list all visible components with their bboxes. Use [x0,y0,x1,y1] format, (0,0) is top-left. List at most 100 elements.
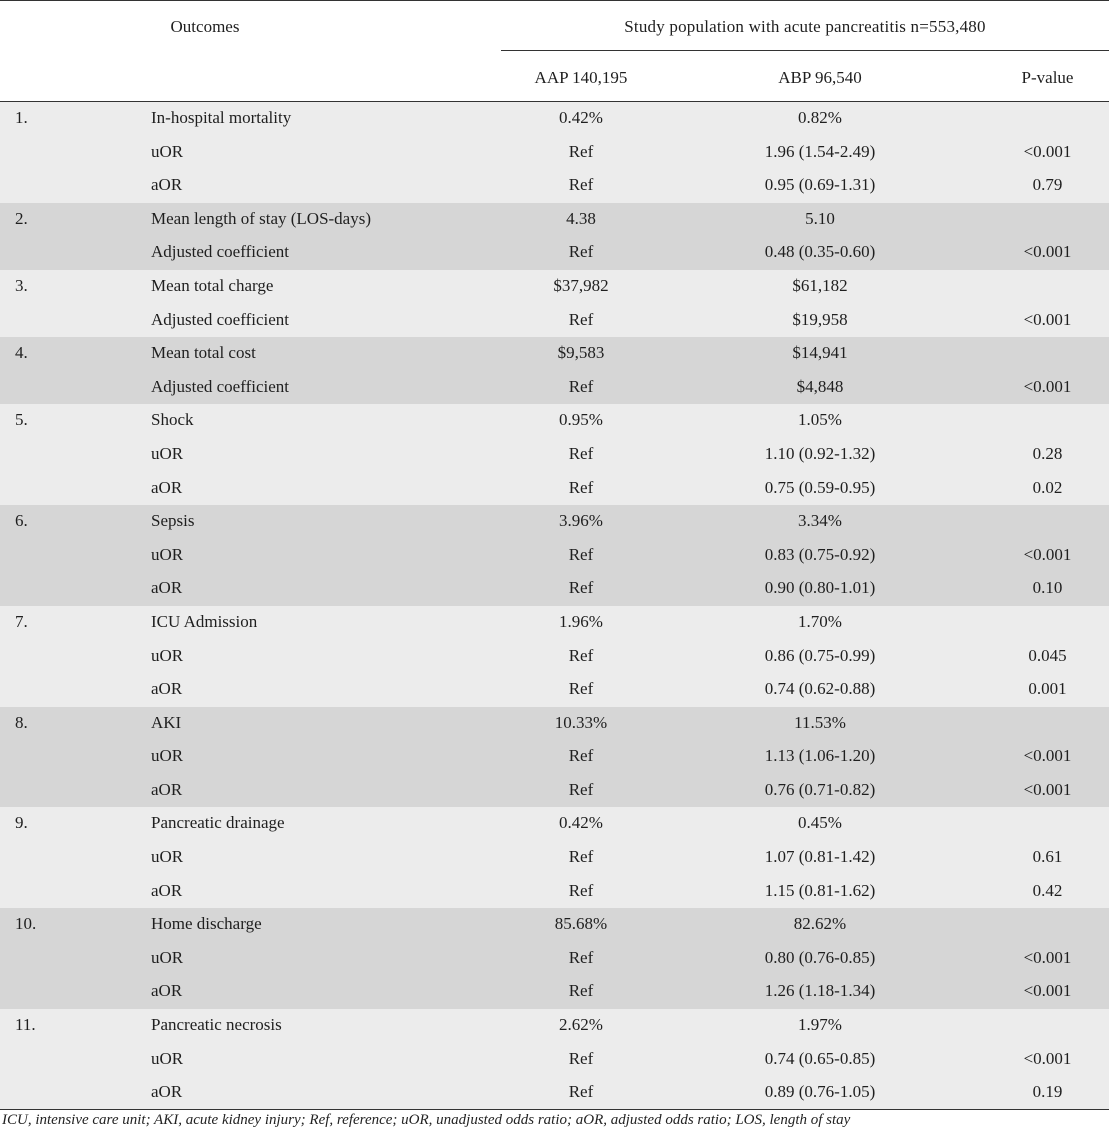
table-footnote: ICU, intensive care unit; AKI, acute kid… [2,1112,851,1128]
p-value: <0.001 [1023,947,1072,967]
p-value: 0.19 [1032,1082,1063,1102]
table-body: 1. In-hospital mortality 0.42% 0.82% uOR Ref 1… [0,102,1109,1110]
aap-value: Ref [568,981,594,1001]
outcome-label: Pancreatic necrosis [151,1015,282,1035]
row-number: 6. [15,511,28,531]
abp-value: 1.26 (1.18-1.34) [764,981,876,1001]
abp-value: 0.76 (0.71-0.82) [764,779,876,799]
abp-value: 0.82% [798,108,842,127]
abp-value: 0.80 (0.76-0.85) [764,947,876,967]
outcome-label: aOR [151,1082,183,1102]
table-row: 3. Mean total charge $37,982 $61,182 [0,270,1109,304]
aap-value: 4.38 [566,208,596,228]
aap-value: Ref [568,141,594,161]
abp-value: 1.05% [798,410,842,430]
row-number: 4. [15,343,28,363]
header-span-rule [501,50,1109,51]
aap-column-header: AAP 140,195 [534,68,628,87]
aap-value: 1.96% [559,611,603,631]
outcome-label: Mean total charge [151,275,274,295]
abp-value: 5.10 [805,208,835,228]
aap-value: Ref [568,1082,594,1102]
abp-value: 1.07 (0.81-1.42) [764,847,876,867]
row-number: 3. [15,275,28,295]
aap-value: Ref [568,947,594,967]
p-value: 0.045 [1028,645,1067,665]
outcome-group: 10. Home discharge 85.68% 82.62% uOR Ref 0.80 … [0,908,1109,1010]
table-row: uOR Ref 1.07 (0.81-1.42) 0.61 [0,841,1109,875]
outcome-label: aOR [151,880,183,900]
outcome-label: uOR [151,544,184,564]
p-value: <0.001 [1023,309,1072,329]
table-row: uOR Ref 1.10 (0.92-1.32) 0.28 [0,438,1109,472]
outcome-label: uOR [151,746,184,766]
outcome-label: uOR [151,947,184,967]
outcome-label: uOR [151,443,184,463]
table-header: Outcomes Study population with acute pan… [0,0,1109,102]
abp-value: 0.86 (0.75-0.99) [764,645,876,665]
outcome-group: 9. Pancreatic drainage 0.42% 0.45% uOR Ref 1.0… [0,807,1109,909]
p-value: <0.001 [1023,981,1072,1001]
abp-value: 0.83 (0.75-0.92) [764,544,876,564]
abp-value: 1.15 (0.81-1.62) [764,880,876,900]
outcome-label: Home discharge [151,914,262,934]
row-number: 7. [15,611,28,631]
abp-value: 0.89 (0.76-1.05) [764,1082,876,1102]
table-row: uOR Ref 1.96 (1.54-2.49) <0.001 [0,136,1109,170]
outcome-label: Mean length of stay (LOS-days) [151,208,372,228]
outcome-label: In-hospital mortality [151,108,292,127]
outcome-label: aOR [151,981,183,1001]
p-value: 0.02 [1032,477,1063,497]
aap-value: 0.42% [559,813,603,833]
aap-value: Ref [568,746,594,766]
outcome-label: aOR [151,477,183,497]
aap-value: Ref [568,779,594,799]
aap-value: 10.33% [554,712,608,732]
table-row: aOR Ref 0.76 (0.71-0.82) <0.001 [0,774,1109,808]
aap-value: Ref [568,847,594,867]
aap-value: Ref [568,477,594,497]
p-value: 0.79 [1032,175,1063,195]
abp-value: 1.13 (1.06-1.20) [764,746,876,766]
abp-value: 11.53% [794,712,846,732]
p-value: 0.42 [1032,880,1063,900]
outcome-label: uOR [151,847,184,867]
table-row: uOR Ref 0.83 (0.75-0.92) <0.001 [0,539,1109,573]
table-row: 7. ICU Admission 1.96% 1.70% [0,606,1109,640]
row-number: 11. [15,1015,36,1035]
abp-value: $61,182 [792,275,848,295]
p-value: <0.001 [1023,376,1072,396]
table-row: 5. Shock 0.95% 1.05% [0,404,1109,438]
outcome-label: Adjusted coefficient [151,242,290,262]
aap-value: Ref [568,309,594,329]
aap-value: Ref [568,376,594,396]
abp-value: 82.62% [793,914,847,934]
p-value: 0.10 [1032,578,1063,598]
p-value: 0.28 [1032,443,1063,463]
p-value: <0.001 [1023,544,1072,564]
aap-value: $37,982 [553,275,609,295]
table-row: aOR Ref 0.90 (0.80-1.01) 0.10 [0,572,1109,606]
table-row: Adjusted coefficient Ref $19,958 <0.001 [0,304,1109,338]
outcome-group: 11. Pancreatic necrosis 2.62% 1.97% uOR Ref 0.… [0,1009,1109,1110]
table-row: uOR Ref 0.74 (0.65-0.85) <0.001 [0,1043,1109,1077]
table-row: 10. Home discharge 85.68% 82.62% [0,908,1109,942]
header-bottom-rule [0,101,1109,102]
abp-value: 3.34% [798,511,842,531]
outcome-group: 4. Mean total cost $9,583 $14,941 Adjusted c… [0,337,1109,405]
outcome-label: Shock [151,410,194,430]
row-number: 2. [15,208,28,228]
table-row: 9. Pancreatic drainage 0.42% 0.45% [0,807,1109,841]
outcome-group: 3. Mean total charge $37,982 $61,182 Adjuste… [0,269,1109,338]
abp-value: 0.75 (0.59-0.95) [764,477,876,497]
table-row: 4. Mean total cost $9,583 $14,941 [0,337,1109,371]
table-bottom-rule [0,1109,1109,1110]
table-row: aOR Ref 0.75 (0.59-0.95) 0.02 [0,472,1109,506]
outcome-label: Mean total cost [151,343,256,363]
table-row: uOR Ref 0.86 (0.75-0.99) 0.045 [0,640,1109,674]
outcome-label: uOR [151,141,184,161]
abp-value: 1.97% [798,1015,842,1035]
abp-value: 0.90 (0.80-1.01) [764,578,876,598]
outcome-label: uOR [151,1048,184,1068]
aap-value: 2.62% [559,1015,603,1035]
